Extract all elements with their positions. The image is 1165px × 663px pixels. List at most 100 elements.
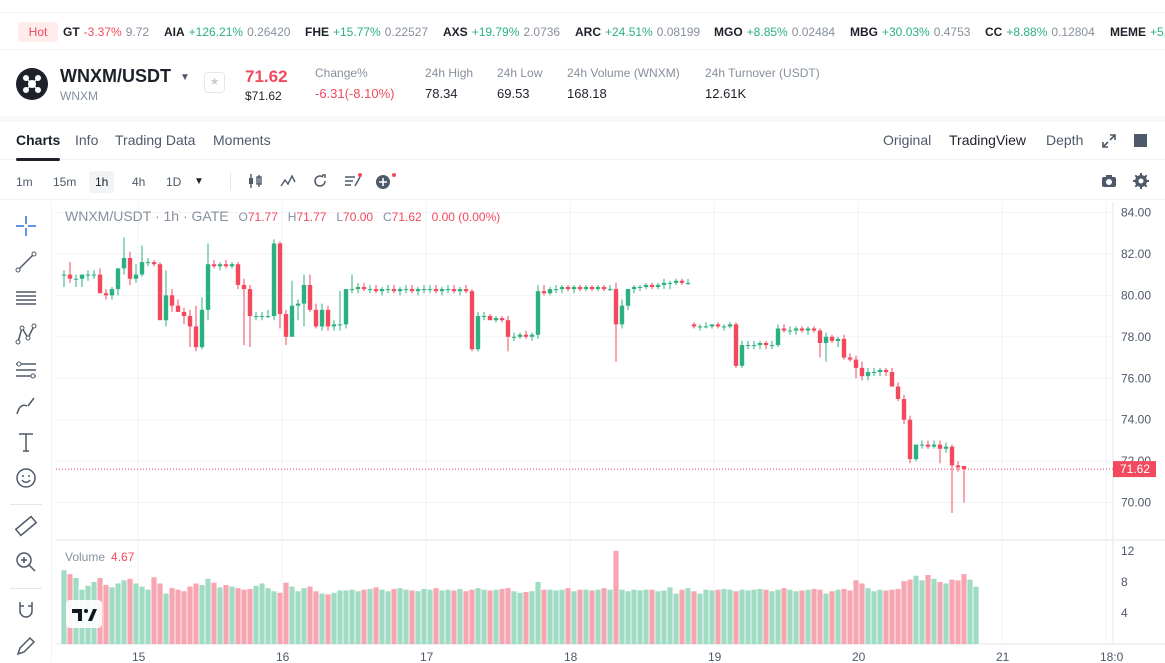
camera-icon[interactable]: [1100, 172, 1118, 190]
fib-retracement-icon[interactable]: [14, 358, 38, 382]
candle-body: [733, 324, 739, 366]
volume-bar: [943, 583, 949, 644]
time-tick-label: 19: [708, 650, 722, 662]
tab-moments[interactable]: Moments: [213, 132, 271, 148]
ruler-icon[interactable]: [14, 514, 38, 538]
emoji-icon[interactable]: [14, 466, 38, 490]
ticker-item[interactable]: AXS +19.79% 2.0736: [443, 25, 560, 39]
tab-depth[interactable]: Depth: [1046, 132, 1084, 148]
candle-body: [217, 264, 223, 267]
stat-value: 168.18: [567, 86, 607, 101]
candle-body: [493, 318, 499, 321]
ticker-item[interactable]: MGO +8.85% 0.02484: [714, 25, 835, 39]
candle-body: [643, 284, 649, 288]
candle-body: [247, 289, 253, 317]
indicators-icon[interactable]: [279, 172, 297, 190]
favorite-star-icon[interactable]: ★: [204, 72, 225, 93]
ticker-symbol: ARC: [575, 25, 601, 39]
replay-icon[interactable]: [311, 172, 329, 190]
tab-tradingview[interactable]: TradingView: [949, 132, 1027, 148]
ticker-item[interactable]: FHE +15.77% 0.22527: [305, 25, 428, 39]
volume-bar: [103, 585, 109, 644]
divider: [0, 116, 1165, 122]
hot-badge[interactable]: Hot: [18, 22, 58, 42]
ticker-item[interactable]: GT -3.37% 9.72: [63, 25, 149, 39]
candle-body: [235, 264, 241, 285]
fullscreen-icon[interactable]: [1101, 133, 1117, 149]
volume-bar: [961, 574, 967, 644]
timeframe-1h[interactable]: 1h: [89, 171, 115, 193]
pair-dropdown-icon[interactable]: ▼: [180, 72, 190, 83]
stat-label: 24h High: [425, 66, 474, 80]
volume-bar: [721, 588, 727, 644]
candle-body: [337, 324, 343, 326]
ticker-item[interactable]: MEME +5.: [1110, 25, 1165, 39]
ticker-item[interactable]: AIA +126.21% 0.26420: [164, 25, 290, 39]
pair-title[interactable]: WNXM/USDT: [60, 66, 171, 86]
templates-icon[interactable]: [343, 172, 362, 190]
volume-bar: [895, 588, 901, 644]
ticker-item[interactable]: CC +8.88% 0.12804: [985, 25, 1095, 39]
settings-gear-icon[interactable]: [1132, 172, 1150, 190]
timeframe-1m[interactable]: 1m: [16, 175, 33, 189]
candle-body: [103, 293, 109, 296]
ticker-change: +30.03%: [882, 25, 930, 39]
candle-body: [625, 289, 631, 306]
zoom-in-icon[interactable]: [14, 550, 38, 574]
candle-body: [709, 324, 715, 327]
volume-bar: [679, 589, 685, 644]
volume-bar: [643, 589, 649, 644]
tab-original[interactable]: Original: [883, 132, 932, 148]
candle-body: [589, 287, 595, 290]
timeframe-dropdown-icon[interactable]: ▼: [194, 176, 204, 187]
candle-body: [907, 419, 913, 460]
volume-bar: [835, 589, 841, 644]
trend-line-icon[interactable]: [14, 250, 38, 274]
candle-body: [289, 305, 295, 337]
volume-bar: [355, 591, 361, 644]
timeframe-4h[interactable]: 4h: [132, 175, 146, 189]
pattern-icon[interactable]: [14, 322, 38, 346]
layout-icon[interactable]: [1134, 134, 1147, 147]
volume-bar: [703, 589, 709, 644]
crosshair-icon[interactable]: [14, 214, 38, 238]
volume-bar: [691, 591, 697, 644]
candle-body: [679, 280, 685, 283]
volume-bar: [145, 589, 151, 644]
candle-body: [847, 357, 853, 360]
text-tool-icon[interactable]: [14, 430, 38, 454]
volume-bar: [775, 589, 781, 644]
candle-body: [571, 287, 577, 290]
magnet-icon[interactable]: [14, 598, 38, 622]
volume-bar: [907, 579, 913, 644]
candle-body: [343, 289, 349, 325]
candle-body: [73, 278, 79, 280]
volume-bar: [529, 591, 535, 644]
chart-tabs: Charts Info Trading Data Moments Origina…: [0, 122, 1165, 161]
horizontal-lines-icon[interactable]: [14, 286, 38, 310]
timeframe-1d[interactable]: 1D: [166, 175, 182, 189]
volume-bar: [757, 588, 763, 644]
ticker-price: 0.02484: [791, 25, 836, 39]
volume-bar: [175, 589, 181, 644]
candle-type-icon[interactable]: [246, 172, 264, 190]
candle-body: [655, 284, 661, 288]
price-chart[interactable]: 84.0082.0080.0078.0076.0074.0072.0070.00…: [56, 202, 1165, 662]
volume-bar: [733, 591, 739, 644]
candle-body: [523, 334, 529, 337]
volume-bar: [475, 588, 481, 644]
volume-bar: [649, 589, 655, 644]
tab-info[interactable]: Info: [75, 132, 99, 148]
volume-bar: [667, 587, 673, 644]
ticker-item[interactable]: MBG +30.03% 0.4753: [850, 25, 970, 39]
timeframe-15m[interactable]: 15m: [53, 175, 77, 189]
ticker-change: +19.79%: [471, 25, 520, 39]
add-compare-icon[interactable]: [375, 172, 396, 190]
toolbar-divider: [230, 172, 231, 190]
brush-icon[interactable]: [14, 394, 38, 418]
ticker-item[interactable]: ARC +24.51% 0.08199: [575, 25, 700, 39]
volume-bar: [613, 550, 619, 644]
drawing-mode-icon[interactable]: [14, 634, 38, 658]
tab-charts[interactable]: Charts: [4, 132, 72, 161]
tab-trading-data[interactable]: Trading Data: [115, 132, 196, 148]
